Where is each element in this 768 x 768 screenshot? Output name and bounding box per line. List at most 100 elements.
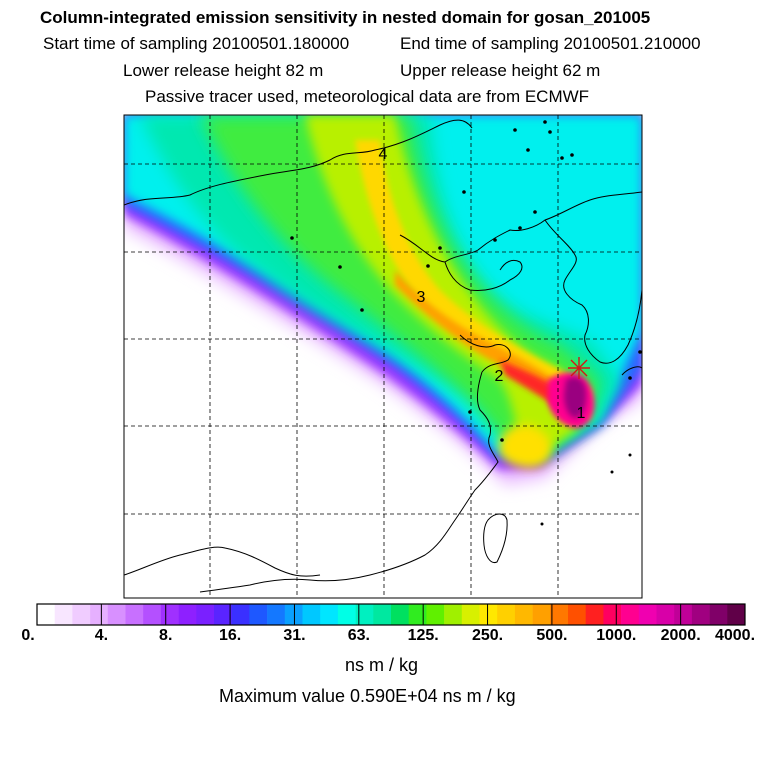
colorbar-swatch — [674, 604, 693, 625]
colorbar-tick-label: 0. — [21, 627, 35, 644]
maximum-value-label: Maximum value 0.590E+04 ns m / kg — [219, 686, 516, 706]
island-dot — [360, 308, 364, 312]
island-dot — [513, 128, 517, 132]
colorbar-swatch — [514, 604, 533, 625]
colorbar-swatch — [302, 604, 321, 625]
island-dot — [518, 226, 522, 230]
colorbar-swatch — [709, 604, 728, 625]
colorbar-tick-label: 500. — [536, 627, 568, 644]
colorbar-swatch — [638, 604, 657, 625]
release-site-star-marker — [568, 357, 590, 379]
islands — [290, 120, 642, 526]
colorbar-tick-label: 250. — [471, 627, 504, 644]
start-time-label: Start time of sampling 20100501.180000 — [43, 34, 350, 53]
colorbar-swatch — [691, 604, 710, 625]
island-dot — [570, 153, 574, 157]
colorbar-swatch — [408, 604, 427, 625]
colorbar-swatch — [107, 604, 126, 625]
colorbar-swatch — [550, 604, 569, 625]
colorbar-tick-label: 1000. — [596, 627, 637, 644]
colorbar-units-label: ns m / kg — [345, 655, 419, 675]
island-dot — [338, 265, 342, 269]
colorbar-swatch — [532, 604, 551, 625]
coastline-shandong — [459, 334, 511, 373]
trajectory-marker-2: 2 — [495, 368, 504, 385]
colorbar-swatch — [656, 604, 675, 625]
island-dot — [426, 264, 430, 268]
plot-title: Column-integrated emission sensitivity i… — [40, 8, 651, 27]
island-dot — [462, 190, 466, 194]
colorbar-tick-label: 8. — [159, 627, 173, 644]
colorbar-swatch — [461, 604, 480, 625]
trajectory-marker-3: 3 — [417, 289, 426, 306]
colorbar-swatch — [178, 604, 197, 625]
colorbar-swatch — [355, 604, 374, 625]
coastline-inland-border — [124, 546, 321, 577]
colorbar-tick-label: 63. — [347, 627, 370, 644]
coastline-japan-kyushu — [621, 366, 642, 376]
colorbar-swatch — [479, 604, 498, 625]
island-dot — [290, 236, 294, 240]
tracer-note: Passive tracer used, meteorological data… — [145, 87, 590, 106]
colorbar-swatch — [196, 604, 215, 625]
island-dot — [500, 438, 504, 442]
colorbar-swatch — [373, 604, 392, 625]
island-dot — [610, 470, 614, 474]
island-dot — [638, 350, 642, 354]
colorbar-tick-label: 4000. — [714, 627, 756, 644]
island-dot — [548, 130, 552, 134]
colorbar-swatch — [426, 604, 445, 625]
colorbar-swatch — [568, 604, 586, 625]
colorbar-swatch — [603, 604, 622, 625]
island-dot — [526, 148, 530, 152]
island-dot — [540, 522, 544, 526]
lower-release-height-label: Lower release height 82 m — [123, 61, 324, 80]
trajectory-marker-1: 1 — [577, 405, 586, 422]
colorbar-swatch — [90, 604, 109, 625]
colorbar-tick-label: 31. — [283, 627, 306, 644]
colorbar-swatch — [160, 604, 179, 625]
map-frame — [123, 114, 643, 599]
island-dot — [533, 210, 537, 214]
island-dot — [628, 376, 632, 380]
end-time-label: End time of sampling 20100501.210000 — [400, 34, 701, 53]
colorbar-swatch — [125, 604, 144, 625]
coastline-korea — [544, 219, 642, 364]
colorbar-tick-label: 2000. — [660, 627, 701, 644]
field-band-orange — [395, 270, 582, 410]
trajectory-marker-4: 4 — [379, 146, 388, 163]
colorbar-swatch — [267, 604, 286, 625]
colorbar-frame — [36, 603, 746, 626]
colorbar-swatch — [727, 604, 746, 625]
island-dot — [493, 238, 497, 242]
colorbar-swatch — [54, 604, 73, 625]
coastline-mongolia-border — [124, 119, 473, 206]
colorbar-swatch — [72, 604, 91, 625]
colorbar-tick-label: 125. — [407, 627, 439, 644]
colorbar-swatch — [444, 604, 463, 625]
gridlines — [124, 115, 642, 598]
colorbar-swatch — [585, 604, 604, 625]
colorbar-swatch — [143, 604, 162, 625]
island-dot — [628, 453, 632, 457]
coastline-east-china — [199, 371, 499, 593]
colorbar-swatch — [497, 604, 516, 625]
coastline-bohai — [444, 259, 523, 291]
colorbar-swatch — [37, 604, 55, 625]
colorbar-swatch — [231, 604, 250, 625]
colorbar-swatch — [391, 604, 409, 625]
colorbar-swatch — [284, 604, 303, 625]
colorbar-tick-label: 16. — [218, 627, 242, 644]
colorbar-swatch — [621, 604, 640, 625]
colorbar-swatch — [337, 604, 356, 625]
island-dot — [438, 246, 442, 250]
colorbar-swatch — [320, 604, 339, 625]
field-band-yellow-south — [498, 424, 552, 469]
field-band-purple-core — [564, 377, 587, 418]
island-dot — [543, 120, 547, 124]
coastlines — [124, 119, 642, 593]
coastline-taiwan — [483, 513, 508, 564]
colorbar-swatch — [249, 604, 268, 625]
colorbar-tick-label: 4. — [94, 627, 109, 644]
